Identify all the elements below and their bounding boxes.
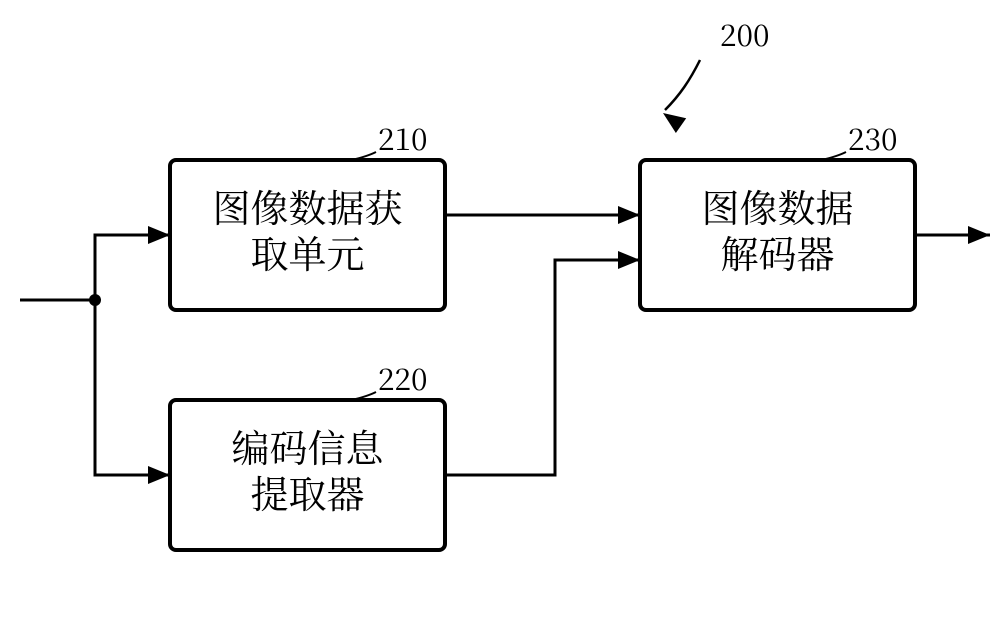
wire-220-230 <box>445 260 640 475</box>
arrow-head <box>148 466 170 484</box>
block-ref-label: 220 <box>378 355 428 399</box>
arrow-head <box>618 251 640 269</box>
block-text-line: 取单元 <box>250 224 364 279</box>
arrow-head <box>968 226 990 244</box>
arrow-head <box>618 206 640 224</box>
block-text-line: 解码器 <box>720 224 834 279</box>
wire-to-210 <box>95 235 170 300</box>
block-n210: 图像数据获取单元 <box>170 160 445 310</box>
wire-to-220 <box>95 300 170 475</box>
arrow-head <box>148 226 170 244</box>
arrow-head <box>663 113 686 133</box>
block-n220: 编码信息提取器 <box>170 400 445 550</box>
figure-ref-arrow <box>665 60 700 110</box>
figure-ref-label: 200 <box>720 11 770 55</box>
block-ref-label: 210 <box>378 115 428 159</box>
block-n230: 图像数据解码器 <box>640 160 915 310</box>
block-text-line: 提取器 <box>250 464 364 519</box>
block-ref-label: 230 <box>848 115 898 159</box>
block-diagram: 图像数据获取单元210 编码信息提取器220 图像数据解码器230 200 <box>0 0 1000 621</box>
